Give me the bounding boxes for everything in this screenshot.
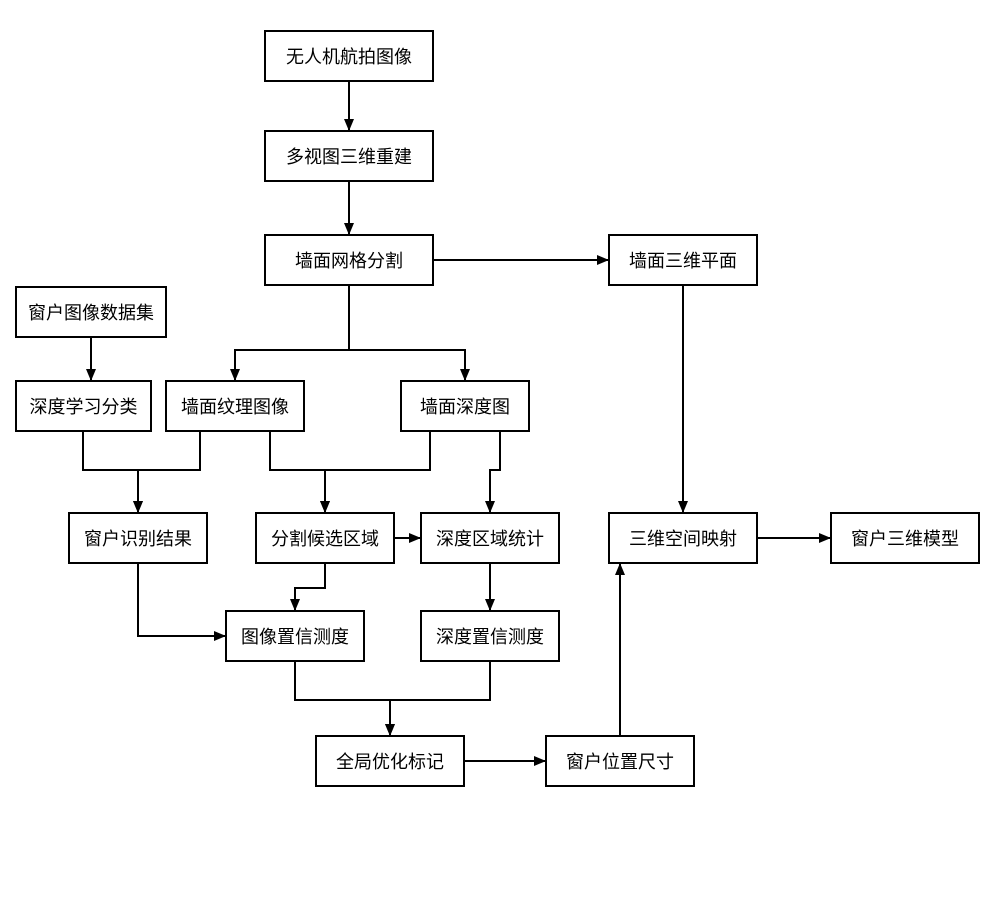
node-label: 窗户三维模型 bbox=[851, 525, 959, 551]
edge-n7-n9 bbox=[138, 432, 200, 512]
flow-node-n17: 窗户位置尺寸 bbox=[545, 735, 695, 787]
edge-n9-n14 bbox=[138, 564, 225, 636]
node-label: 无人机航拍图像 bbox=[286, 43, 412, 69]
node-label: 墙面三维平面 bbox=[629, 247, 737, 273]
edge-n3-n7 bbox=[235, 286, 349, 380]
flow-node-n2: 多视图三维重建 bbox=[264, 130, 434, 182]
flow-node-n8: 墙面深度图 bbox=[400, 380, 530, 432]
node-label: 多视图三维重建 bbox=[286, 143, 412, 169]
flow-node-n4: 墙面三维平面 bbox=[608, 234, 758, 286]
flow-node-n5: 窗户图像数据集 bbox=[15, 286, 167, 338]
node-label: 窗户位置尺寸 bbox=[566, 748, 674, 774]
flow-node-n12: 三维空间映射 bbox=[608, 512, 758, 564]
node-label: 全局优化标记 bbox=[336, 748, 444, 774]
edges-layer bbox=[0, 0, 1000, 905]
flow-node-n9: 窗户识别结果 bbox=[68, 512, 208, 564]
node-label: 墙面深度图 bbox=[420, 393, 510, 419]
flow-node-n3: 墙面网格分割 bbox=[264, 234, 434, 286]
flow-node-n10: 分割候选区域 bbox=[255, 512, 395, 564]
node-label: 墙面网格分割 bbox=[295, 247, 403, 273]
flow-node-n16: 全局优化标记 bbox=[315, 735, 465, 787]
flowchart-canvas: 无人机航拍图像多视图三维重建墙面网格分割 墙面三维平面窗户图像数据集深度学习分类 墙… bbox=[0, 0, 1000, 905]
edge-n15-n16 bbox=[390, 662, 490, 735]
flow-node-n11: 深度区域统计 bbox=[420, 512, 560, 564]
node-label: 三维空间映射 bbox=[629, 525, 737, 551]
edge-n8-n10 bbox=[325, 432, 430, 512]
flow-node-n7: 墙面纹理图像 bbox=[165, 380, 305, 432]
node-label: 深度置信测度 bbox=[436, 623, 544, 649]
edge-n8-n11 bbox=[490, 432, 500, 512]
edge-n10-n14 bbox=[295, 564, 325, 610]
node-label: 图像置信测度 bbox=[241, 623, 349, 649]
node-label: 深度区域统计 bbox=[436, 525, 544, 551]
edge-n6-n9 bbox=[83, 432, 138, 512]
edge-n7-n10 bbox=[270, 432, 325, 512]
flow-node-n14: 图像置信测度 bbox=[225, 610, 365, 662]
flow-node-n1: 无人机航拍图像 bbox=[264, 30, 434, 82]
node-label: 墙面纹理图像 bbox=[181, 393, 289, 419]
node-label: 窗户图像数据集 bbox=[28, 299, 154, 325]
node-label: 深度学习分类 bbox=[30, 393, 138, 419]
flow-node-n13: 窗户三维模型 bbox=[830, 512, 980, 564]
flow-node-n6: 深度学习分类 bbox=[15, 380, 152, 432]
edge-n14-n16 bbox=[295, 662, 390, 735]
edge-n3-n8 bbox=[349, 286, 465, 380]
node-label: 分割候选区域 bbox=[271, 525, 379, 551]
flow-node-n15: 深度置信测度 bbox=[420, 610, 560, 662]
node-label: 窗户识别结果 bbox=[84, 525, 192, 551]
